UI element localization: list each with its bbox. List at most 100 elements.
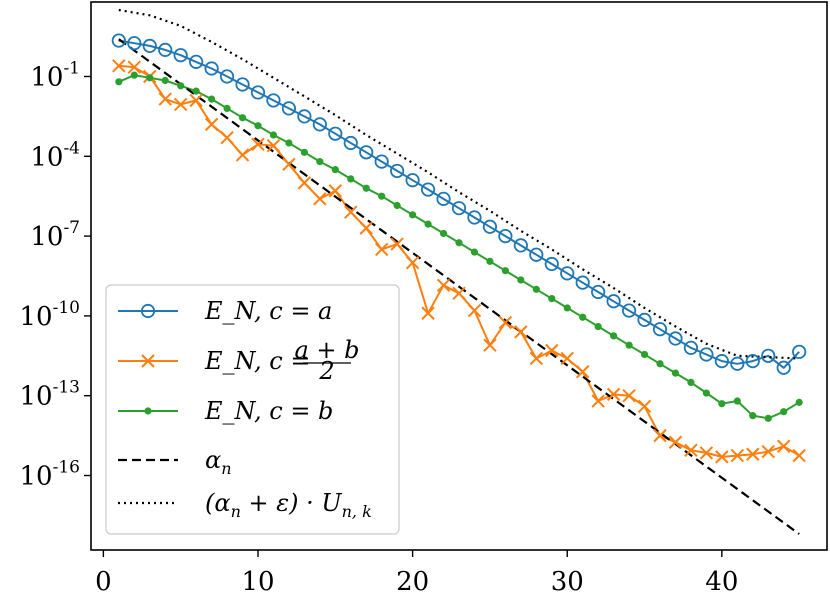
data-point-s2-28 <box>548 295 556 303</box>
data-point-s2-12 <box>300 148 308 156</box>
legend-label-main: E_N, c = b <box>204 397 333 425</box>
data-point-s0-25 <box>498 228 513 244</box>
data-point-s1-38 <box>699 446 714 460</box>
data-point-s2-22 <box>455 239 463 247</box>
y-tick-base: 10 <box>30 222 63 252</box>
data-point-s0-22 <box>451 201 467 216</box>
data-point-s1-10 <box>266 138 281 153</box>
legend-label: E_N, c = a <box>204 297 332 325</box>
data-point-s1-19 <box>405 255 420 270</box>
legend-marker <box>144 407 152 415</box>
data-point-s2-26 <box>517 276 525 284</box>
data-point-s0-3 <box>158 42 173 57</box>
legend-fraction-numerator: a + b <box>294 336 359 364</box>
data-point-s1-26 <box>514 325 528 339</box>
data-point-s2-32 <box>610 332 618 340</box>
data-point-s1-16 <box>359 221 373 235</box>
x-axis: 0 10 20 30 40 <box>95 550 738 595</box>
legend-label-main: E_N, c = a <box>204 297 332 325</box>
data-point-s1-15 <box>344 205 358 219</box>
data-point-s1-44 <box>792 448 806 463</box>
y-tick-exponent: -1 <box>63 58 80 78</box>
y-tick-label: 10-13 <box>20 378 80 412</box>
data-point-s2-8 <box>238 114 247 122</box>
data-point-s0-11 <box>281 101 297 116</box>
data-point-s0-27 <box>529 247 544 262</box>
data-point-s0-1 <box>127 36 142 51</box>
data-point-s2-0 <box>115 78 123 86</box>
data-point-s0-35 <box>652 322 668 337</box>
data-point-s2-10 <box>269 131 278 139</box>
data-point-s1-33 <box>622 389 636 403</box>
data-point-s2-44 <box>795 398 803 406</box>
data-point-s1-22 <box>452 286 466 300</box>
legend-label-main: α <box>205 446 221 474</box>
data-point-s1-11 <box>282 157 296 171</box>
legend-label-main: E_N, c = <box>204 347 310 375</box>
data-point-s1-1 <box>127 60 142 74</box>
data-point-s0-20 <box>420 182 436 197</box>
data-point-s2-31 <box>594 322 602 331</box>
data-point-s1-31 <box>591 394 605 408</box>
y-tick-base: 10 <box>20 302 53 332</box>
data-point-s1-18 <box>390 237 404 251</box>
data-point-s2-34 <box>640 350 649 359</box>
data-point-s0-8 <box>235 77 250 92</box>
data-point-s1-14 <box>328 184 343 198</box>
data-point-s2-36 <box>671 369 680 377</box>
data-point-s0-19 <box>405 173 420 188</box>
y-tick-label: 10-16 <box>20 458 80 492</box>
data-point-s0-6 <box>204 61 219 76</box>
data-point-s0-2 <box>142 38 157 53</box>
y-tick-base: 10 <box>30 142 63 172</box>
y-tick-exponent: -7 <box>63 218 80 238</box>
legend-subscript: n <box>231 502 241 521</box>
data-point-s0-39 <box>714 354 729 369</box>
data-point-s2-2 <box>146 74 154 82</box>
legend-label-tail: + ε) · U <box>241 489 342 517</box>
plot-frame <box>90 1 828 551</box>
data-point-s2-37 <box>687 378 695 387</box>
data-point-s2-11 <box>285 139 293 147</box>
data-point-s0-4 <box>173 48 188 63</box>
y-tick-exponent: -10 <box>53 298 80 318</box>
data-point-s0-21 <box>436 191 451 206</box>
data-point-s2-21 <box>439 229 448 238</box>
data-point-s2-41 <box>749 412 757 420</box>
data-point-s1-23 <box>467 303 482 318</box>
y-tick-label: 10-4 <box>30 138 80 172</box>
series-line-3 <box>118 38 800 535</box>
data-point-s2-19 <box>409 211 417 219</box>
data-point-s2-15 <box>347 175 355 183</box>
data-point-s0-28 <box>544 256 559 272</box>
data-point-s2-18 <box>393 201 401 210</box>
legend-subscript: n <box>221 459 231 478</box>
data-point-s2-35 <box>656 360 664 368</box>
data-point-s0-29 <box>560 266 575 281</box>
y-tick-exponent: -4 <box>63 138 80 158</box>
legend-entry: (αn + ε) · Un, k <box>118 489 372 521</box>
data-point-s2-16 <box>362 184 370 192</box>
data-point-s1-8 <box>235 148 250 162</box>
data-point-s1-30 <box>575 365 590 379</box>
data-point-s1-0 <box>112 59 126 73</box>
legend-label: αn <box>205 446 232 478</box>
data-point-s0-30 <box>575 275 590 290</box>
data-point-s0-23 <box>467 210 482 225</box>
data-point-s0-38 <box>699 347 714 362</box>
legend-label: E_N, c = <box>204 347 310 375</box>
series-line-4 <box>118 8 800 360</box>
legend-box <box>105 284 400 535</box>
data-point-s1-3 <box>158 92 172 106</box>
x-tick-label: 20 <box>396 567 429 595</box>
data-point-s1-9 <box>251 137 265 152</box>
data-point-s1-37 <box>684 443 698 457</box>
legend-label: E_N, c = b <box>204 397 333 425</box>
y-tick-base: 10 <box>20 462 53 492</box>
data-point-s1-41 <box>746 447 760 461</box>
data-point-s0-37 <box>683 340 699 355</box>
data-point-s2-27 <box>532 285 540 293</box>
data-point-s2-17 <box>378 192 386 200</box>
